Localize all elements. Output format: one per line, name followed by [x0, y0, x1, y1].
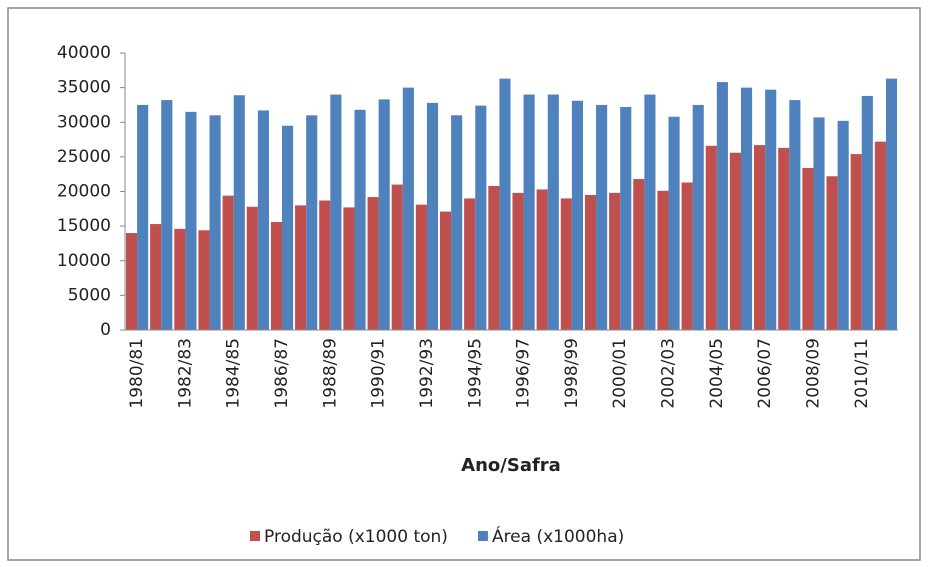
bar [451, 115, 463, 330]
y-tick-label: 0 [100, 320, 111, 340]
bar [861, 95, 873, 330]
bar [378, 99, 390, 331]
bar [826, 176, 838, 330]
bar [209, 115, 221, 330]
x-tick-label: 1992/93 [417, 338, 437, 409]
y-tick-label: 10000 [57, 251, 111, 271]
bar [523, 94, 535, 330]
bar [222, 195, 234, 330]
bar [174, 228, 186, 330]
bar [802, 167, 814, 330]
x-tick-label: 2002/03 [659, 338, 679, 409]
legend-swatch [477, 531, 488, 541]
legend-swatch [250, 531, 260, 541]
bar [813, 117, 825, 330]
bar [547, 94, 559, 330]
bar [765, 89, 777, 330]
bar [306, 115, 318, 330]
bar [415, 204, 427, 330]
bar [536, 189, 548, 330]
bar [246, 206, 258, 330]
x-tick-label: 1984/85 [224, 338, 244, 409]
bar [270, 221, 283, 330]
bar [705, 145, 717, 330]
bar [609, 192, 621, 330]
x-tick-label: 2000/01 [610, 338, 630, 409]
y-tick-label: 5000 [68, 285, 111, 305]
x-axis-title: Ano/Safra [461, 455, 561, 476]
bar [740, 87, 753, 330]
bar [137, 104, 149, 330]
bar [150, 224, 162, 330]
bar [426, 102, 439, 330]
bar [850, 154, 862, 330]
x-tick-label: 2006/07 [755, 338, 775, 409]
bar [282, 125, 294, 331]
bar [874, 141, 886, 330]
x-tick-label: 1982/83 [175, 338, 195, 409]
bar [233, 95, 245, 331]
bar [367, 197, 379, 330]
bar [464, 198, 476, 330]
bar [391, 184, 403, 330]
bar [488, 185, 500, 330]
x-tick-label: 1990/91 [369, 338, 389, 409]
y-tick-label: 15000 [57, 216, 111, 236]
bar [596, 104, 608, 330]
x-tick-label: 1988/89 [320, 338, 340, 409]
bar [681, 182, 693, 330]
bar [620, 107, 632, 330]
bar [692, 104, 704, 330]
y-tick-label: 35000 [57, 78, 111, 98]
bar [754, 145, 766, 330]
bar [330, 94, 342, 330]
bar [729, 152, 741, 330]
bar [475, 105, 487, 330]
x-tick-label: 1994/95 [465, 338, 485, 409]
bar [257, 110, 269, 330]
bar [125, 233, 138, 330]
y-tick-label: 40000 [57, 43, 111, 63]
x-tick-label: 1986/87 [272, 338, 292, 409]
bar [571, 100, 584, 330]
x-tick-label: 2010/11 [852, 338, 872, 409]
bar [499, 78, 511, 330]
legend-label: Área (x1000ha) [492, 525, 624, 547]
bar [885, 78, 898, 330]
bar [584, 194, 597, 330]
bar [295, 205, 307, 330]
bar [161, 100, 173, 330]
bar [716, 82, 728, 331]
x-tick-label: 1998/99 [562, 338, 582, 409]
legend-label: Produção (x1000 ton) [264, 527, 448, 547]
bar [354, 109, 366, 330]
x-tick-label: 1996/97 [514, 338, 534, 409]
bar [198, 230, 210, 330]
bar [402, 87, 414, 330]
bar [319, 200, 331, 330]
bar [837, 120, 849, 331]
y-tick-label: 20000 [57, 182, 111, 202]
bar [343, 207, 355, 330]
bar [185, 111, 197, 330]
bar [633, 179, 645, 330]
x-tick-label: 1980/81 [127, 338, 147, 409]
y-tick-label: 30000 [57, 112, 111, 132]
bar [657, 190, 669, 330]
bar [560, 198, 572, 330]
bar [668, 116, 680, 331]
bar [644, 94, 656, 330]
bar [439, 211, 452, 330]
bar [512, 192, 524, 330]
y-tick-label: 25000 [57, 147, 111, 167]
bar [778, 147, 790, 330]
x-tick-label: 2008/09 [803, 338, 823, 409]
x-tick-label: 2004/05 [707, 338, 727, 409]
bar [789, 100, 801, 330]
